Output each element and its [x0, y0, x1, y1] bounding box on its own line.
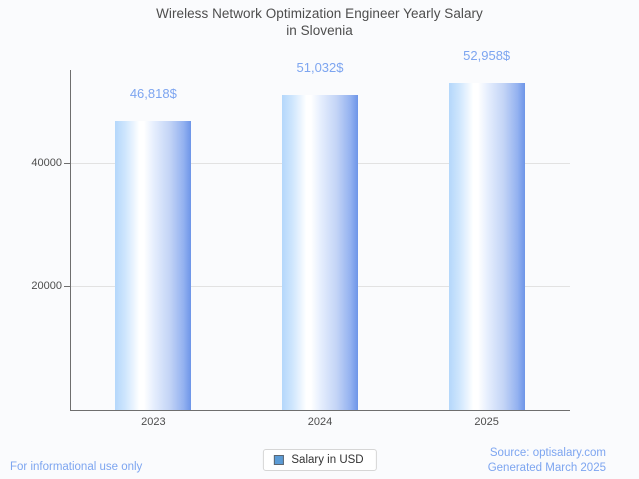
- bar-value-label-2025: 52,958$: [463, 47, 511, 63]
- bar-value-label-2024: 51,032$: [296, 59, 344, 75]
- bar-value-label-2023: 46,818$: [129, 85, 177, 101]
- y-axis-tick: [64, 286, 70, 288]
- legend-item-label: Salary in USD: [291, 454, 364, 466]
- generated-text: Generated March 2025: [487, 462, 606, 474]
- y-axis-tick-label: 40000: [31, 156, 62, 169]
- x-axis-label-2024: 2024: [307, 416, 333, 428]
- y-axis-tick: [64, 162, 70, 164]
- source-block: Source: optisalary.com Generated March 2…: [488, 446, 606, 476]
- bar-2024[interactable]: [282, 94, 358, 410]
- legend-swatch-icon: [273, 455, 284, 465]
- chart-title-line-1: Wireless Network Optimization Engineer Y…: [156, 6, 483, 21]
- bar-2025[interactable]: [448, 82, 525, 410]
- y-axis-tick-label: 20000: [31, 280, 62, 293]
- chart-legend[interactable]: Salary in USD: [262, 449, 377, 471]
- y-axis-line: [70, 70, 71, 411]
- disclaimer-text: For informational use only: [10, 461, 143, 473]
- bars-group: [70, 70, 570, 410]
- x-axis-label-2023: 2023: [141, 416, 166, 428]
- chart-title-line-2: in Slovenia: [286, 23, 353, 38]
- chart-title: Wireless Network Optimization Engineer Y…: [0, 5, 639, 39]
- x-axis-line: [70, 410, 570, 411]
- bar-2023[interactable]: [115, 120, 192, 410]
- x-axis-label-2025: 2025: [474, 416, 499, 428]
- source-text: Source: optisalary.com: [489, 447, 606, 459]
